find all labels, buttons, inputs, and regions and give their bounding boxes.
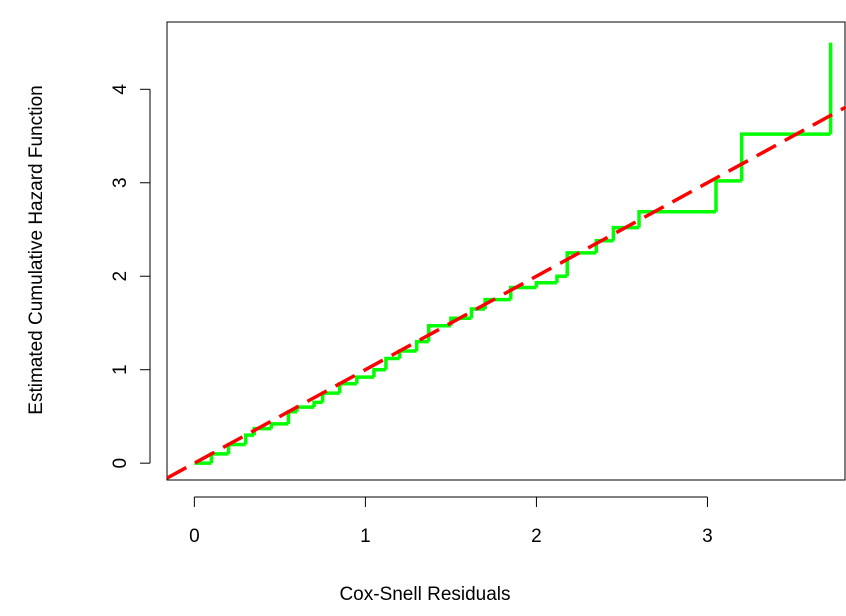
step-segment xyxy=(594,238,614,253)
step-segment xyxy=(243,433,255,445)
plot-frame xyxy=(166,21,846,481)
step-segment xyxy=(355,375,374,384)
step-segment xyxy=(269,422,289,429)
x-tick-label: 2 xyxy=(531,526,542,547)
y-axis-title: Estimated Cumulative Hazard Function xyxy=(26,85,47,414)
step-segment xyxy=(372,367,386,378)
step-segment xyxy=(611,225,640,241)
step-segment xyxy=(714,179,742,212)
y-tick-label: 1 xyxy=(110,364,131,375)
y-tick-label: 4 xyxy=(110,84,131,95)
step-segment xyxy=(637,209,717,228)
x-tick-label: 3 xyxy=(702,526,713,547)
step-segment xyxy=(414,339,429,352)
reference-line xyxy=(167,105,846,480)
step-segment xyxy=(312,400,323,408)
step-segment xyxy=(469,307,486,319)
step-segment xyxy=(509,285,537,300)
step-segment xyxy=(337,381,357,394)
x-axis-title: Cox-Snell Residuals xyxy=(339,584,510,605)
step-segment xyxy=(320,391,340,403)
step-segment xyxy=(226,442,246,454)
y-tick-label: 3 xyxy=(110,177,131,188)
x-tick-label: 0 xyxy=(189,526,200,547)
step-segment xyxy=(555,274,568,283)
y-tick-label: 2 xyxy=(110,271,131,282)
step-segment xyxy=(384,356,400,370)
step-segment xyxy=(295,405,315,412)
y-tick-label: 0 xyxy=(110,458,131,469)
step-segment xyxy=(209,452,229,464)
x-tick-label: 1 xyxy=(360,526,371,547)
step-segment xyxy=(565,251,597,277)
step-segment xyxy=(534,281,557,288)
step-segment xyxy=(397,349,417,359)
step-segment xyxy=(286,410,297,424)
